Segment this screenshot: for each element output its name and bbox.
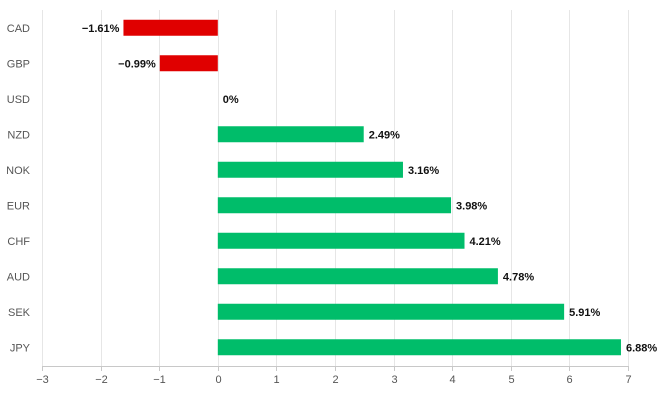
x-tick-label: 5 (508, 374, 514, 386)
value-label: 2.49% (369, 129, 400, 141)
x-tick-label: 7 (625, 374, 631, 386)
bar-gbp (159, 55, 218, 72)
bar-sek (217, 303, 565, 320)
value-label: 6.88% (626, 342, 657, 354)
value-label: 4.21% (470, 236, 501, 248)
category-label: NZD (7, 129, 30, 141)
value-label: 3.98% (456, 200, 487, 212)
x-tick-label: 2 (332, 374, 338, 386)
grid-layer (42, 10, 629, 366)
category-label: CAD (7, 23, 30, 35)
value-label: 4.78% (503, 271, 534, 283)
x-tick-label: −2 (95, 374, 108, 386)
value-label: 5.91% (569, 307, 600, 319)
value-label: 3.16% (408, 165, 439, 177)
x-tick-label: 4 (449, 374, 455, 386)
category-label: EUR (7, 200, 30, 212)
bar-jpy (217, 339, 621, 356)
bar-cad (123, 19, 218, 36)
x-tick-label: 1 (273, 374, 279, 386)
labels-layer: CAD −1.61% GBP −0.99% USD 0% NZD 2.49% NOK 3.16% E… (6, 23, 657, 355)
bar-aud (217, 268, 498, 285)
category-label: JPY (10, 342, 31, 354)
bars-layer (123, 19, 621, 356)
category-label: GBP (7, 58, 30, 70)
category-label: CHF (7, 236, 30, 248)
value-label: 0% (223, 94, 239, 106)
bar-nok (217, 161, 403, 178)
category-label: NOK (6, 165, 31, 177)
bar-nzd (217, 126, 364, 143)
value-label: −1.61% (82, 23, 120, 35)
category-label: AUD (7, 271, 30, 283)
x-tick-label: −1 (153, 374, 166, 386)
bar-eur (217, 197, 452, 214)
x-tick-label: 0 (215, 374, 221, 386)
axis-layer: −3 −2 −1 0 1 2 3 4 5 6 7 (36, 366, 632, 386)
x-tick-label: 6 (566, 374, 572, 386)
value-label: −0.99% (118, 58, 156, 70)
x-tick-label: −3 (36, 374, 49, 386)
bar-chf (217, 232, 465, 249)
category-label: USD (7, 94, 30, 106)
x-tick-label: 3 (391, 374, 397, 386)
category-label: SEK (8, 307, 31, 319)
